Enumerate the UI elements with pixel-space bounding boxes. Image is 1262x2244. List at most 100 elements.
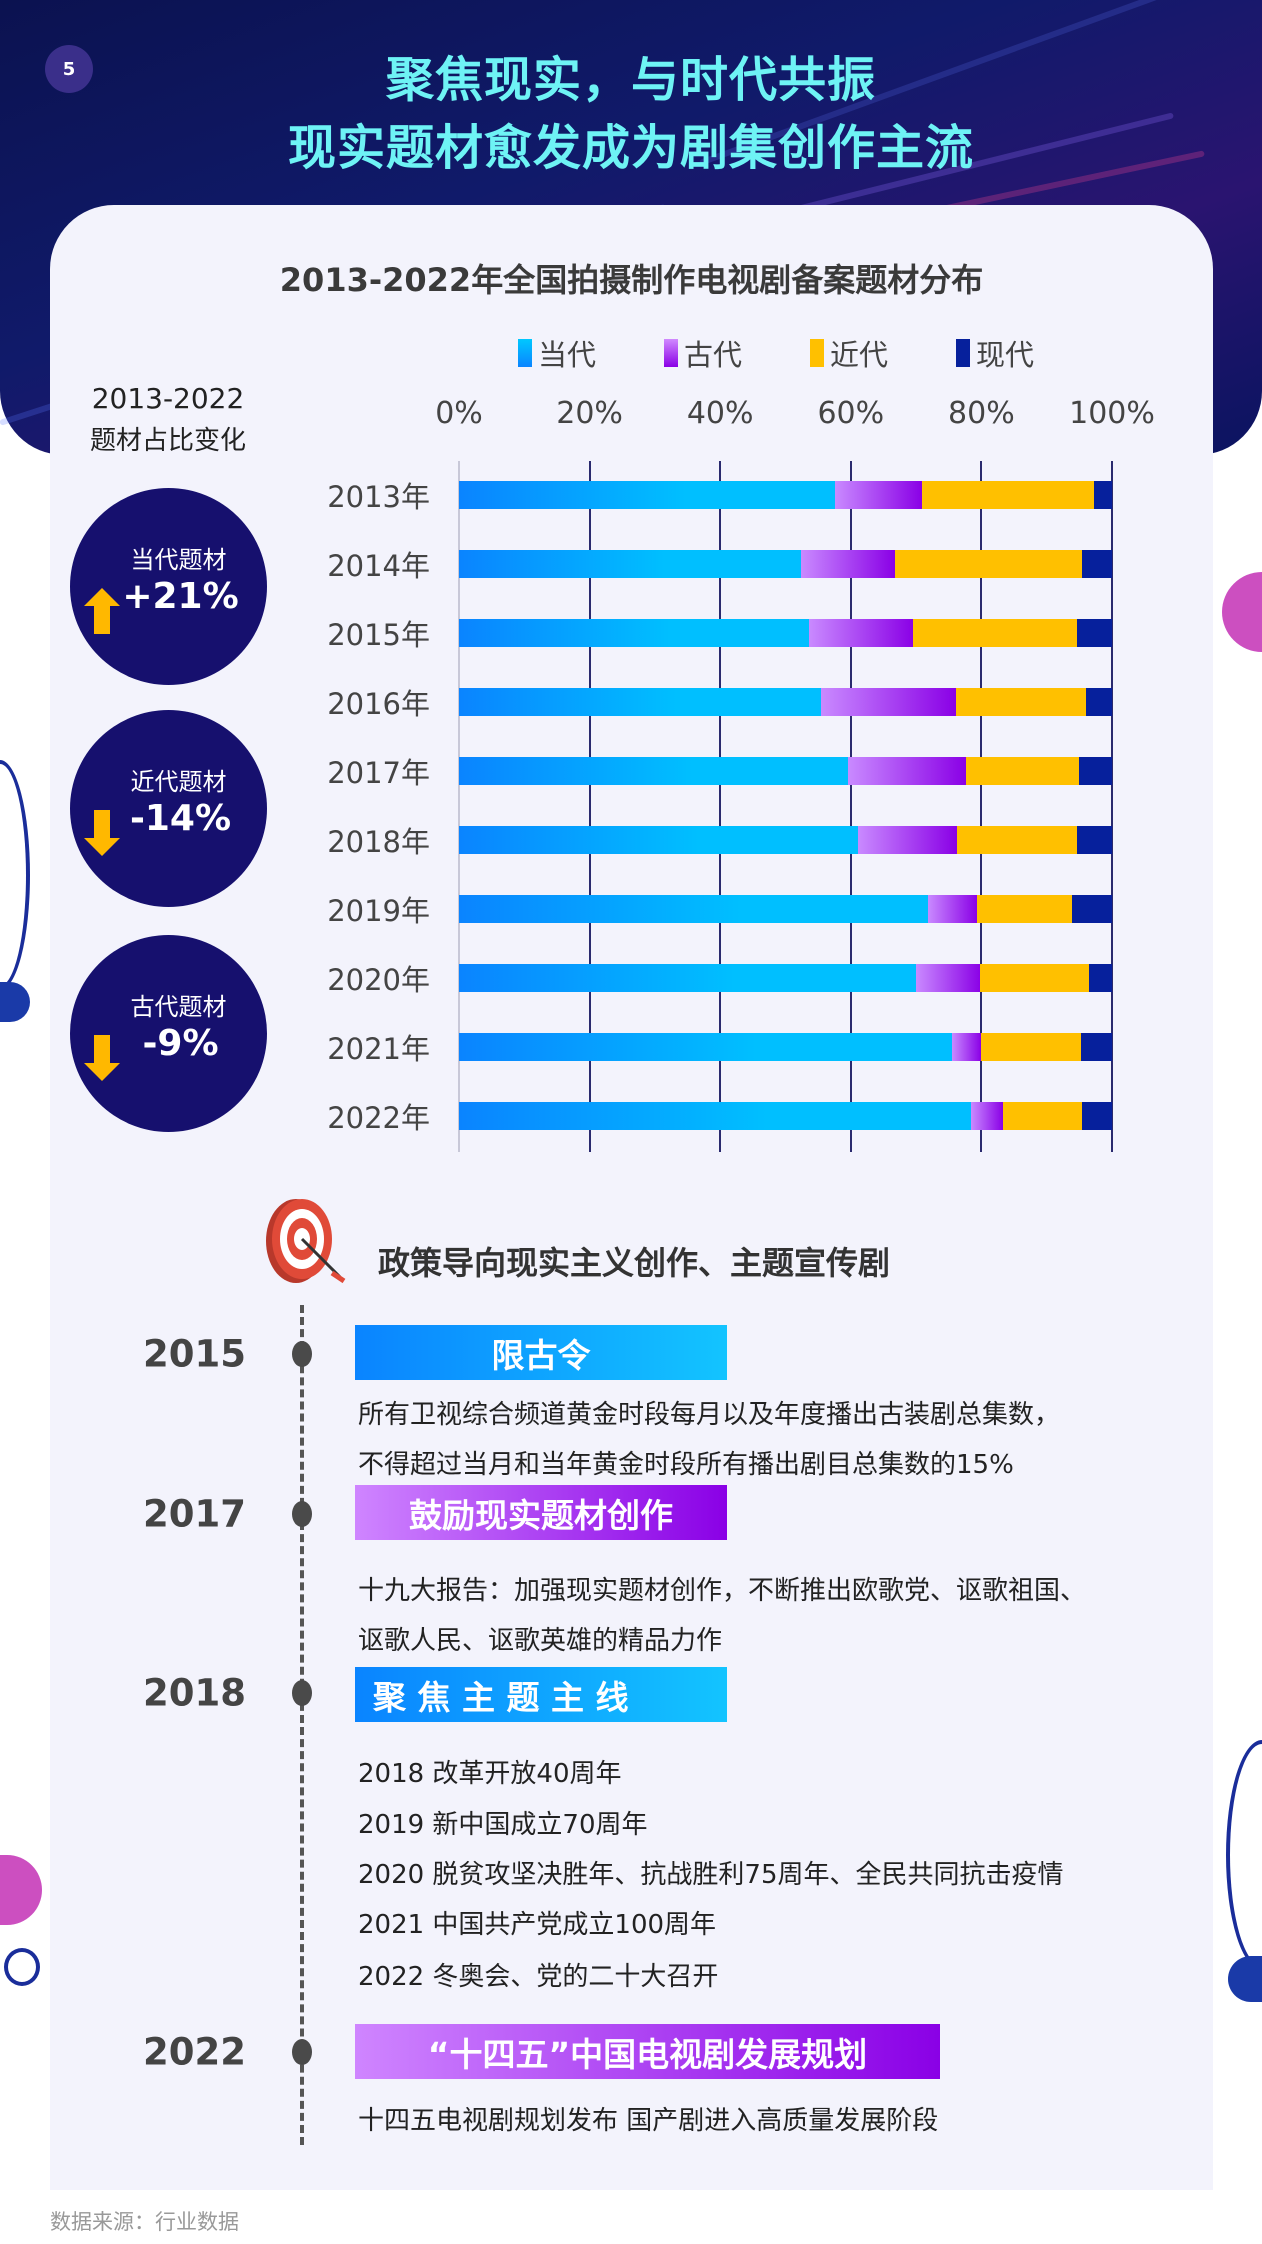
legend-swatch	[518, 339, 532, 367]
bar-segment-现代-2018年	[1077, 826, 1112, 854]
policy-text-line: 2018 改革开放40周年	[358, 1759, 622, 1789]
bar-segment-古代-2019年	[927, 895, 978, 923]
y-category-label: 2019年	[327, 894, 430, 928]
bar-segment-近代-2019年	[976, 895, 1073, 923]
page-number: 5	[45, 45, 93, 93]
timeline-dot	[292, 1341, 312, 1367]
bar-segment-现代-2015年	[1077, 619, 1112, 647]
policy-text-line: 十九大报告：加强现实题材创作，不断推出欧歌党、讴歌祖国、	[358, 1576, 1087, 1606]
gridline	[458, 461, 460, 1152]
bar-segment-近代-2016年	[955, 688, 1087, 716]
chart-title: 2013-2022年全国拍摄制作电视剧备案题材分布	[279, 261, 984, 299]
legend-swatch	[810, 339, 824, 367]
bar-segment-近代-2017年	[965, 757, 1080, 785]
policy-label: 限古令	[355, 1325, 727, 1380]
badge-label: 当代题材	[130, 546, 227, 574]
bar-segment-现代-2016年	[1085, 688, 1112, 716]
bar-segment-近代-2013年	[921, 481, 1095, 509]
bar-segment-当代-2014年	[459, 550, 802, 578]
gridline	[849, 461, 852, 1152]
left-heading-subtitle: 题材占比变化	[89, 426, 246, 456]
bar-segment-近代-2022年	[1002, 1102, 1083, 1130]
timeline-year: 2017	[143, 1492, 246, 1536]
bar-segment-近代-2014年	[894, 550, 1083, 578]
change-badge: 当代题材 +21%	[70, 488, 267, 685]
policy-label: “十四五”中国电视剧发展规划	[355, 2024, 940, 2079]
gridline	[1111, 461, 1113, 1152]
gridline	[588, 461, 591, 1152]
badge-label: 古代题材	[130, 993, 227, 1021]
badge-value: -9%	[142, 1023, 219, 1064]
bar-segment-当代-2018年	[459, 826, 859, 854]
bar-segment-近代-2018年	[956, 826, 1078, 854]
x-tick-label: 60%	[817, 396, 885, 431]
bar-segment-古代-2014年	[800, 550, 896, 578]
y-category-label: 2017年	[327, 756, 430, 790]
policy-text-line: 讴歌人民、讴歌英雄的精品力作	[358, 1626, 723, 1656]
bar-segment-当代-2016年	[459, 688, 822, 716]
change-badge: 近代题材 -14%	[70, 710, 267, 907]
policy-text-line: 不得超过当月和当年黄金时段所有播出剧目总集数的15%	[358, 1450, 1014, 1480]
y-category-label: 2014年	[327, 549, 430, 583]
timeline-dot	[292, 1680, 312, 1706]
legend-label: 当代	[538, 338, 597, 372]
bar-segment-古代-2015年	[809, 619, 914, 647]
policy-text-line: 2019 新中国成立70周年	[358, 1810, 648, 1840]
legend-swatch	[956, 339, 970, 367]
y-category-label: 2018年	[327, 825, 430, 859]
x-tick-label: 20%	[556, 396, 623, 431]
change-badge: 古代题材 -9%	[70, 935, 267, 1132]
policy-text-line: 2021 中国共产党成立100周年	[358, 1910, 717, 1940]
legend-label: 古代	[684, 338, 743, 372]
policy-text-line: 2020 脱贫攻坚决胜年、抗战胜利75周年、全民共同抗击疫情	[358, 1860, 1064, 1890]
legend-label: 近代	[830, 338, 889, 372]
timeline-year: 2015	[143, 1332, 246, 1376]
bar-segment-古代-2016年	[820, 688, 957, 716]
y-category-label: 2013年	[327, 480, 430, 514]
bar-segment-当代-2019年	[459, 895, 929, 923]
timeline-year: 2018	[143, 1671, 246, 1715]
bar-segment-近代-2021年	[980, 1033, 1082, 1061]
bar-segment-当代-2020年	[459, 964, 917, 992]
data-source: 数据来源：行业数据	[50, 2210, 239, 2234]
badge-value: +21%	[122, 576, 239, 617]
bar-segment-现代-2019年	[1072, 895, 1112, 923]
x-tick-label: 40%	[686, 396, 754, 431]
bar-segment-古代-2022年	[970, 1102, 1004, 1130]
bar-segment-当代-2022年	[459, 1102, 972, 1130]
y-category-label: 2015年	[327, 618, 430, 652]
timeline-year: 2022	[143, 2030, 246, 2074]
decorative-ring	[4, 1948, 40, 1986]
bar-segment-现代-2013年	[1093, 481, 1112, 509]
legend-item: 现代	[956, 332, 1034, 374]
bar-segment-近代-2015年	[913, 619, 1078, 647]
left-heading-years: 2013-2022	[91, 382, 245, 415]
arrow-down-icon	[84, 1035, 120, 1081]
gridline	[980, 461, 983, 1152]
bar-segment-古代-2018年	[857, 826, 958, 854]
bar-segment-当代-2017年	[459, 757, 849, 785]
y-category-label: 2021年	[327, 1032, 430, 1066]
policy-label: 聚 焦 主 题 主 线	[355, 1667, 727, 1722]
bar-segment-现代-2021年	[1081, 1033, 1112, 1061]
y-category-label: 2016年	[327, 687, 430, 721]
bar-segment-古代-2021年	[952, 1033, 982, 1061]
bar-segment-现代-2022年	[1081, 1102, 1112, 1130]
y-category-label: 2022年	[327, 1101, 430, 1135]
page-title-line1: 聚焦现实，与时代共振	[385, 52, 876, 108]
y-category-label: 2020年	[327, 963, 430, 997]
x-tick-label: 80%	[948, 396, 1015, 431]
legend-item: 古代	[664, 332, 742, 374]
badge-value: -14%	[129, 798, 232, 839]
bar-segment-现代-2017年	[1078, 757, 1112, 785]
target-icon	[266, 1199, 346, 1284]
bar-segment-当代-2021年	[459, 1033, 953, 1061]
decorative-dot	[1228, 1956, 1262, 2002]
policy-section-title: 政策导向现实主义创作、主题宣传剧	[378, 1244, 891, 1282]
legend-item: 近代	[810, 332, 888, 374]
decorative-dot	[0, 1855, 42, 1925]
policy-label: 鼓励现实题材创作	[355, 1485, 727, 1540]
bar-segment-当代-2015年	[459, 619, 810, 647]
legend-item: 当代	[518, 332, 596, 374]
page-title-line2: 现实题材愈发成为剧集创作主流	[287, 120, 974, 176]
